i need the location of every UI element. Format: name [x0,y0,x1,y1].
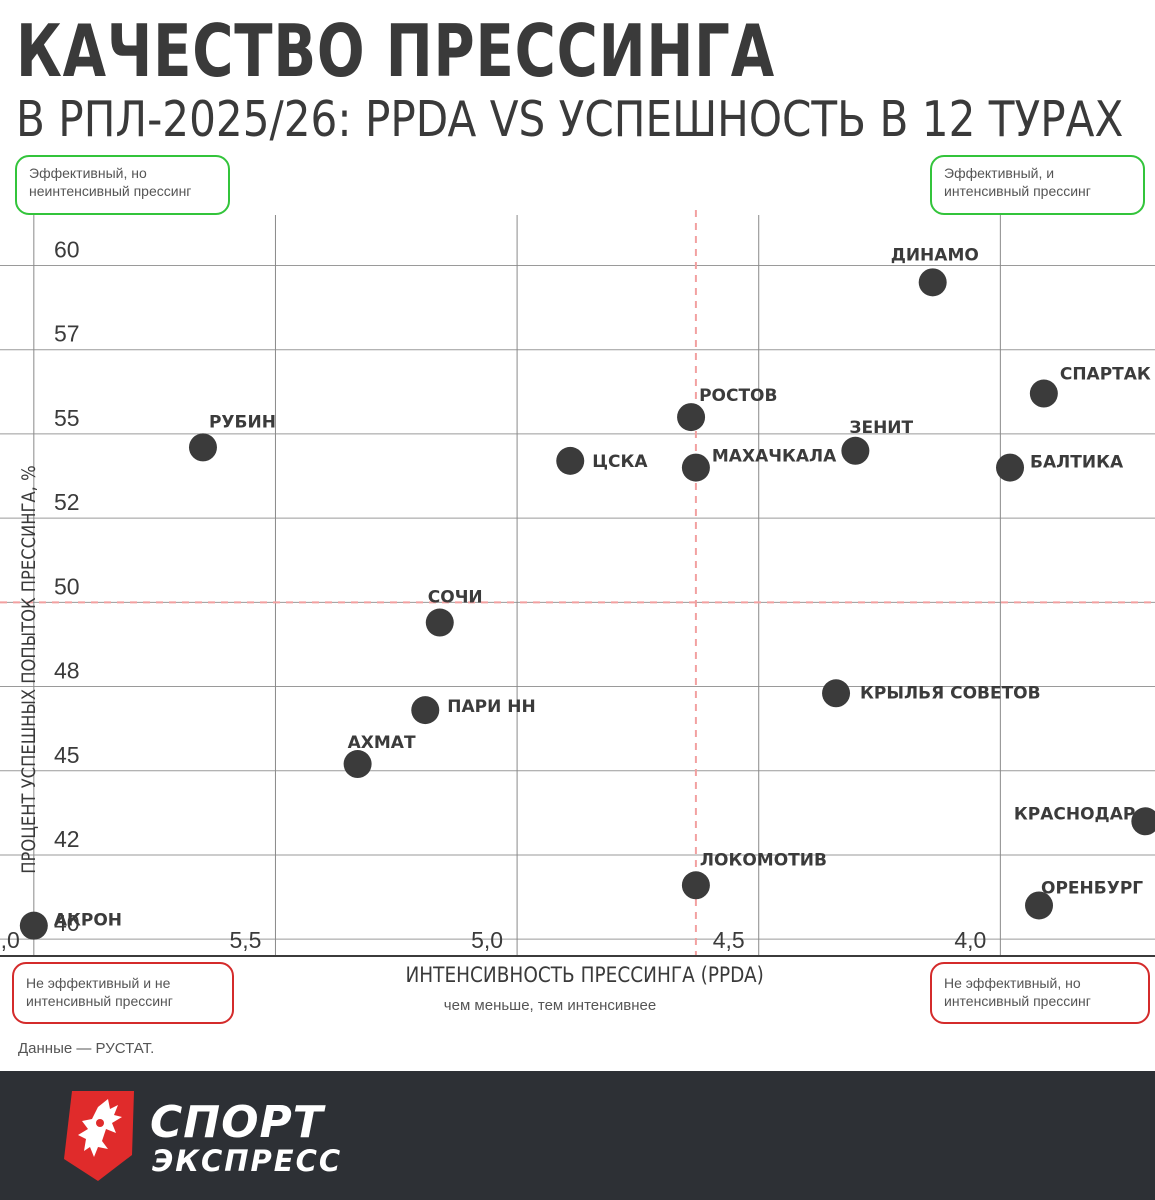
x-axis-note: чем меньше, тем интенсивнее [443,997,657,1014]
data-point [1131,807,1155,836]
quadrant-bottom-right-text: Не эффективный, но интенсивный прессинг [944,975,1091,1009]
data-label: БАЛТИКА [1030,453,1124,473]
quadrant-top-left: Эффективный, но неинтенсивный прессинг [15,155,230,215]
y-tick-label: 40 [54,910,80,936]
x-tick-label: 4,0 [954,927,986,953]
x-axis-label-wrap: ИНТЕНСИВНОСТЬ ПРЕССИНГА (PPDA) [330,963,840,987]
data-point [996,453,1025,482]
data-point [822,679,851,708]
data-label: РОСТОВ [699,386,777,406]
data-label: КРАСНОДАР [1014,804,1135,824]
quadrant-top-left-text: Эффективный, но неинтенсивный прессинг [29,165,192,199]
data-label: СОЧИ [428,588,483,608]
data-label: АКРОН [54,911,122,931]
data-point [918,268,947,297]
y-tick-label: 57 [54,321,80,347]
data-point [425,608,454,637]
data-label: ЛОКОМОТИВ [700,850,827,870]
data-point [681,871,710,900]
y-tick-label: 50 [54,573,80,599]
data-point [411,696,440,725]
y-tick-label: 48 [54,658,80,684]
brand-line-1: СПОРТ [150,1097,324,1148]
data-label: ЦСКА [592,452,648,472]
data-point [188,433,217,462]
quadrant-top-right-text: Эффективный, и интенсивный прессинг [944,165,1091,199]
scatter-chart: 40 42 45 48 50 52 55 57 60 6,0 5,5 5,0 4,5 4,0 ДИНАМО… [0,210,1155,957]
brand-logo-text: СПОРТ ЭКСПРЕСС [150,1101,342,1176]
y-tick-label: 55 [54,405,80,431]
rooster-shield-icon [64,1091,134,1181]
x-tick-label: 5,0 [471,927,503,953]
y-tick-label: 60 [54,237,80,263]
quadrant-bottom-left: Не эффективный и не интенсивный прессинг [12,962,234,1024]
data-point [343,750,372,779]
footer: СПОРТ ЭКСПРЕСС [0,1071,1155,1200]
data-label: РУБИН [209,412,276,432]
y-tick-label: 42 [54,826,80,852]
quadrant-bottom-left-text: Не эффективный и не интенсивный прессинг [26,975,173,1009]
x-tick-label: 4,5 [713,927,745,953]
data-label: ПАРИ НН [447,697,535,717]
data-point [1029,379,1058,408]
data-label: ЗЕНИТ [849,418,913,438]
y-axis-label: ПРОЦЕНТ УСПЕШНЫХ ПОПЫТОК ПРЕССИНГА, % [18,465,40,875]
data-label: ОРЕНБУРГ [1041,878,1143,898]
data-point [677,403,706,432]
quadrant-bottom-right: Не эффективный, но интенсивный прессинг [930,962,1150,1024]
brand-line-2: ЭКСПРЕСС [152,1144,343,1178]
y-tick-label: 52 [54,489,80,515]
data-label: ДИНАМО [891,245,979,265]
data-point [1025,891,1054,920]
data-label: АХМАТ [348,733,416,753]
data-source: Данные — РУСТАТ. [18,1040,155,1057]
x-tick-label: 5,5 [229,927,261,953]
y-axis-label-wrap: ПРОЦЕНТ УСПЕШНЫХ ПОПЫТОК ПРЕССИНГА, % [18,430,40,910]
x-axis-label: ИНТЕНСИВНОСТЬ ПРЕССИНГА (PPDA) [405,963,765,987]
y-tick-label: 45 [54,742,80,768]
quadrant-top-right: Эффективный, и интенсивный прессинг [930,155,1145,215]
data-label: МАХАЧКАЛА [712,447,837,467]
x-tick-label: 6,0 [0,927,20,953]
data-point [841,436,870,465]
data-label: СПАРТАК [1060,365,1151,385]
data-point [556,446,585,475]
page-title: КАЧЕСТВО ПРЕССИНГА [16,9,775,93]
data-point [681,453,710,482]
data-label: КРЫЛЬЯ СОВЕТОВ [860,683,1041,703]
page-subtitle: В РПЛ-2025/26: PPDA VS УСПЕШНОСТЬ В 12 Т… [16,91,1124,148]
data-point [19,911,48,940]
